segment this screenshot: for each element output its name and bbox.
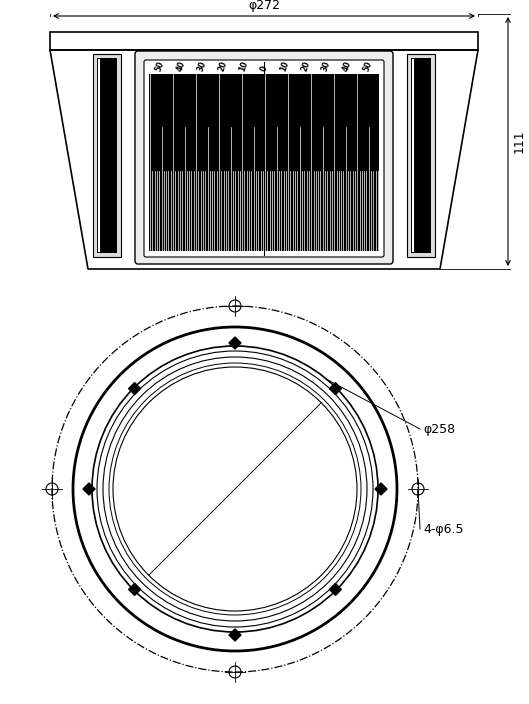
- Text: 111: 111: [513, 130, 526, 153]
- Bar: [149, 74, 379, 251]
- Polygon shape: [83, 483, 95, 495]
- Text: 40: 40: [175, 60, 187, 73]
- Circle shape: [113, 367, 357, 611]
- Circle shape: [73, 327, 397, 651]
- Text: 50: 50: [154, 60, 166, 73]
- Bar: [411, 58, 431, 253]
- Text: 4-φ6.5: 4-φ6.5: [423, 522, 463, 536]
- Text: 0: 0: [259, 65, 269, 73]
- Polygon shape: [375, 483, 387, 495]
- Polygon shape: [50, 50, 478, 269]
- Text: 20: 20: [216, 60, 229, 73]
- FancyBboxPatch shape: [144, 60, 384, 257]
- Polygon shape: [93, 54, 121, 257]
- Bar: [97, 58, 117, 253]
- Text: 30: 30: [196, 60, 207, 73]
- Text: 10: 10: [279, 60, 291, 73]
- Text: 10: 10: [237, 60, 249, 73]
- Polygon shape: [229, 337, 241, 349]
- Polygon shape: [129, 584, 141, 596]
- Text: 50: 50: [362, 60, 374, 73]
- FancyBboxPatch shape: [135, 51, 393, 264]
- Text: φ272: φ272: [248, 0, 280, 12]
- Polygon shape: [407, 54, 435, 257]
- Text: 20: 20: [299, 60, 312, 73]
- Polygon shape: [129, 382, 141, 394]
- Text: 30: 30: [321, 60, 332, 73]
- Polygon shape: [330, 584, 341, 596]
- Bar: [50, 32, 478, 50]
- Polygon shape: [229, 629, 241, 641]
- Text: 40: 40: [341, 60, 353, 73]
- Polygon shape: [330, 382, 341, 394]
- Text: φ258: φ258: [423, 422, 455, 436]
